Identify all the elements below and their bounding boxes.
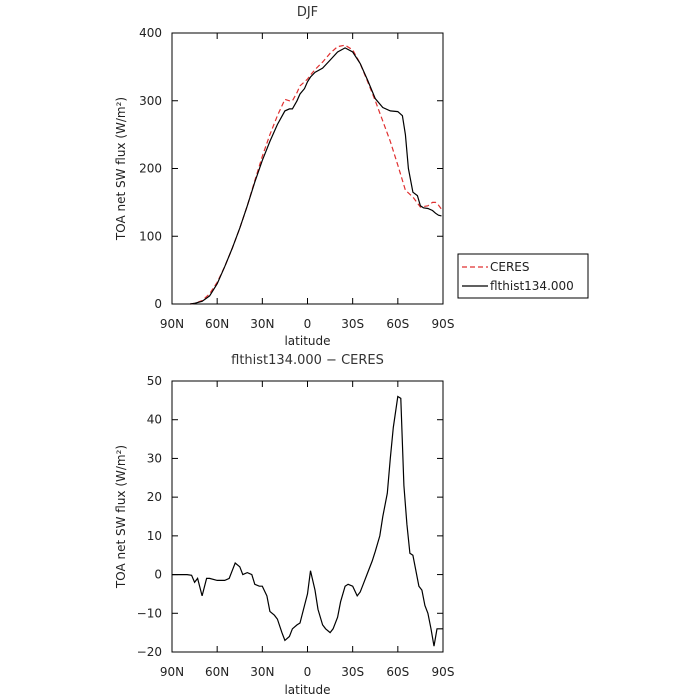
- legend: CERES flthist134.000: [457, 253, 589, 299]
- y-tick-label: 40: [147, 413, 162, 427]
- y-tick-label: −20: [137, 645, 162, 659]
- y-tick-label: 20: [147, 490, 162, 504]
- plot-frame: [171, 32, 444, 305]
- y-axis-label: TOA net SW flux (W/m²): [114, 445, 128, 589]
- legend-box: [457, 253, 589, 299]
- chart-panel-2: flthist134.000 − CERES 90N 60N 30N 0 30S 60S 90…: [114, 353, 454, 697]
- y-tick-label: 10: [147, 529, 162, 543]
- y-tick-label: 0: [154, 297, 162, 311]
- y-tick-label: 50: [147, 374, 162, 388]
- x-tick-label: 90S: [432, 317, 455, 331]
- x-tick-label: 60N: [205, 317, 229, 331]
- series-line-2: [190, 47, 442, 305]
- y-tick-label: −10: [137, 606, 162, 620]
- x-tick-label: 0: [304, 317, 312, 331]
- x-axis-label: latitude: [284, 334, 330, 348]
- chart-panel-1: DJF 90N 60N 30N 0 30S 60S 90S 0 100 200 300 400 latit…: [114, 5, 454, 348]
- legend-entry-1: CERES: [490, 260, 530, 274]
- chart-title: DJF: [297, 5, 318, 20]
- series-line-1: [172, 395, 443, 647]
- legend-entry-2: flthist134.000: [490, 279, 574, 293]
- y-tick-label: 0: [154, 568, 162, 582]
- y-tick-label: 300: [139, 94, 162, 108]
- y-tick-label: 30: [147, 451, 162, 465]
- series-line-1: [190, 44, 442, 305]
- x-tick-label: 60N: [205, 665, 229, 679]
- y-tick-label: 100: [139, 229, 162, 243]
- x-tick-label: 60S: [386, 317, 409, 331]
- x-tick-label: 30S: [341, 665, 364, 679]
- y-axis-label: TOA net SW flux (W/m²): [114, 97, 128, 241]
- y-tick-label: 200: [139, 162, 162, 176]
- x-tick-label: 90S: [432, 665, 455, 679]
- x-tick-label: 30N: [250, 665, 274, 679]
- chart-title: flthist134.000 − CERES: [231, 353, 384, 368]
- plot-frame: [171, 380, 444, 653]
- y-tick-label: 400: [139, 26, 162, 40]
- x-tick-label: 30N: [250, 317, 274, 331]
- x-axis-label: latitude: [284, 683, 330, 697]
- x-tick-label: 90N: [160, 665, 184, 679]
- x-tick-label: 90N: [160, 317, 184, 331]
- x-tick-label: 60S: [386, 665, 409, 679]
- x-tick-label: 30S: [341, 317, 364, 331]
- x-tick-label: 0: [304, 665, 312, 679]
